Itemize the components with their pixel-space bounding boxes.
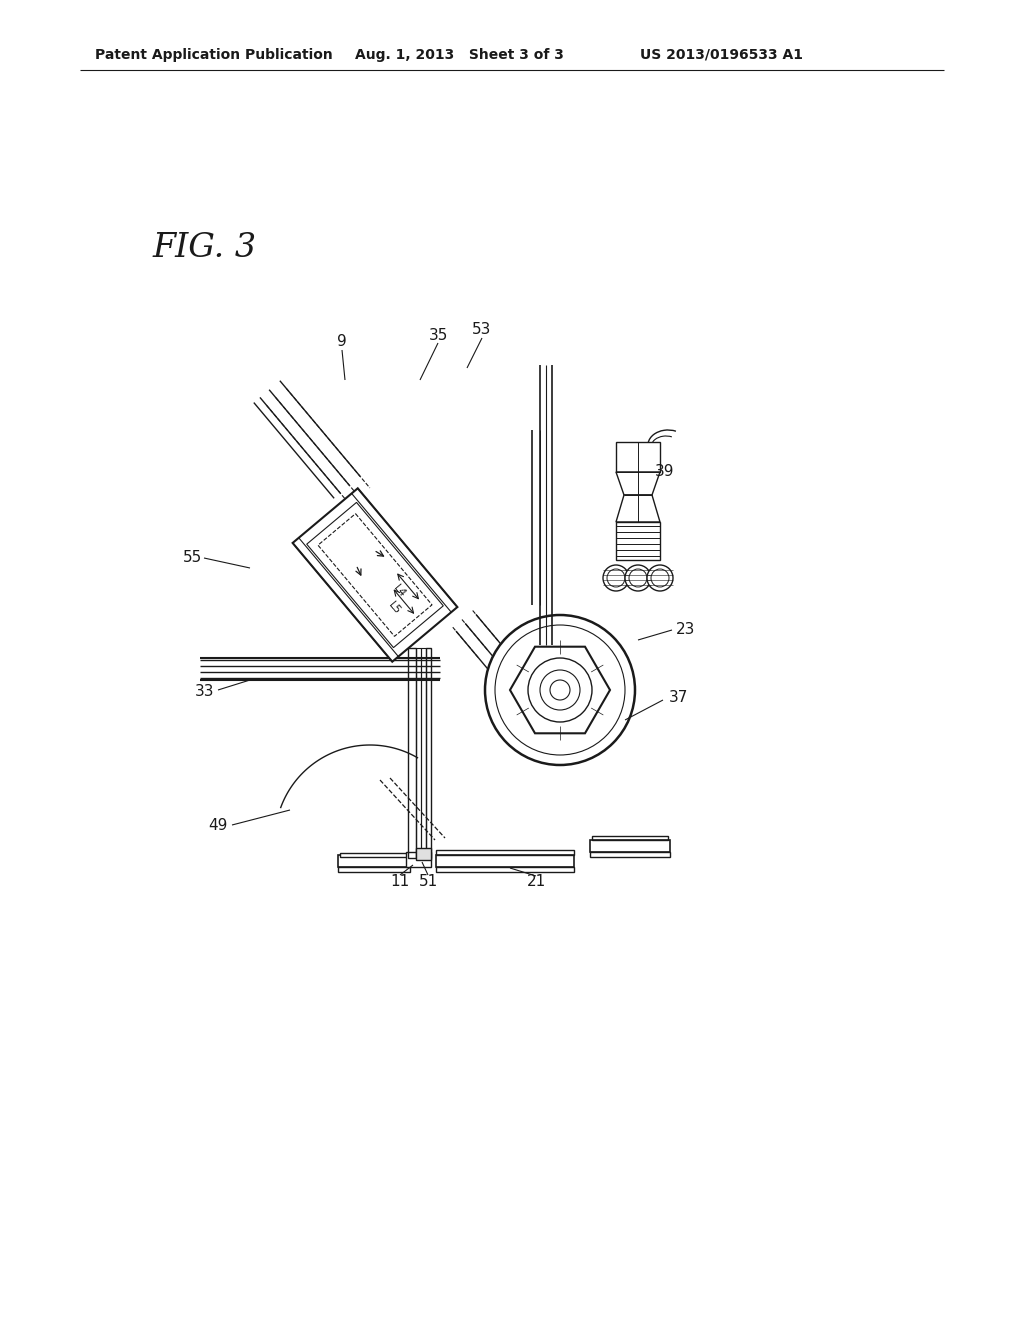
Polygon shape — [307, 503, 443, 648]
Circle shape — [647, 565, 673, 591]
Bar — [592, 836, 668, 840]
Bar — [416, 847, 431, 861]
Bar — [408, 648, 416, 858]
Bar — [436, 867, 574, 873]
Bar — [616, 521, 660, 560]
Text: 39: 39 — [655, 465, 675, 479]
Bar — [426, 648, 431, 858]
Text: Patent Application Publication: Patent Application Publication — [95, 48, 333, 62]
Bar — [406, 851, 431, 867]
Bar — [590, 851, 670, 857]
Circle shape — [485, 615, 635, 766]
Polygon shape — [616, 495, 660, 521]
Text: US 2013/0196533 A1: US 2013/0196533 A1 — [640, 48, 803, 62]
Text: 23: 23 — [676, 623, 695, 638]
Bar — [340, 853, 408, 857]
Text: Aug. 1, 2013   Sheet 3 of 3: Aug. 1, 2013 Sheet 3 of 3 — [355, 48, 564, 62]
Text: L4: L4 — [391, 583, 408, 599]
Polygon shape — [616, 473, 660, 495]
Text: 55: 55 — [182, 550, 202, 565]
Polygon shape — [510, 647, 610, 734]
Text: 33: 33 — [196, 685, 215, 700]
Bar — [590, 840, 670, 851]
Text: 9: 9 — [337, 334, 347, 350]
Polygon shape — [616, 442, 660, 473]
Bar — [338, 855, 410, 867]
Circle shape — [625, 565, 651, 591]
Text: L5: L5 — [387, 599, 402, 616]
Text: FIG. 3: FIG. 3 — [152, 232, 256, 264]
Polygon shape — [293, 488, 458, 661]
Bar — [436, 855, 574, 867]
Circle shape — [603, 565, 629, 591]
Bar — [436, 850, 574, 855]
Bar — [338, 867, 410, 873]
Text: 53: 53 — [472, 322, 492, 338]
Text: 11: 11 — [390, 874, 410, 890]
Text: 37: 37 — [669, 690, 688, 705]
Bar — [421, 648, 426, 858]
Bar — [416, 648, 421, 858]
Text: 49: 49 — [208, 817, 227, 833]
Text: 35: 35 — [428, 327, 447, 342]
Circle shape — [495, 624, 625, 755]
Text: 51: 51 — [419, 874, 437, 890]
Text: 21: 21 — [526, 874, 546, 890]
